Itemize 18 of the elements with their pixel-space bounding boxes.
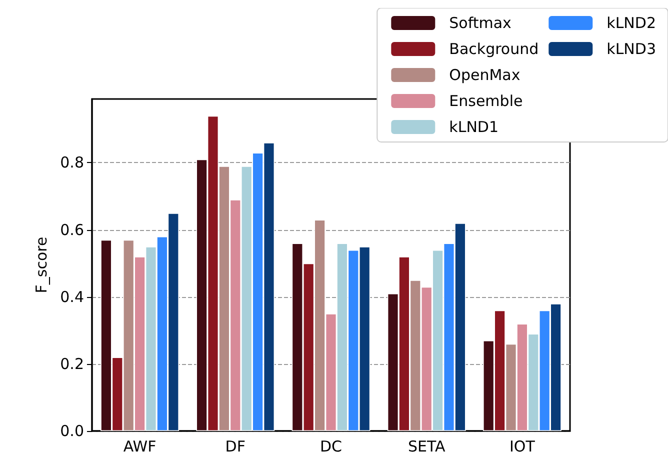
- legend-label: Background: [449, 40, 539, 58]
- legend-label: kLND1: [449, 118, 499, 136]
- y-tick-label: 0.2: [60, 354, 84, 373]
- legend-label: Ensemble: [449, 92, 523, 110]
- legend-label: Softmax: [449, 14, 512, 32]
- x-tick-label: IOT: [509, 438, 536, 456]
- x-tick-label: SETA: [408, 438, 446, 456]
- y-tick-label: 0.4: [60, 288, 84, 306]
- legend-label: kLND3: [606, 40, 656, 58]
- x-tick-label: DF: [225, 438, 246, 456]
- legend-label: OpenMax: [449, 66, 520, 84]
- y-axis-title: F_score: [32, 236, 51, 294]
- legend-label: kLND2: [606, 14, 656, 32]
- y-tick-label: 0.6: [60, 220, 84, 239]
- y-tick-label: 0.8: [60, 154, 84, 172]
- x-tick-label: AWF: [123, 438, 156, 456]
- x-tick-label: DC: [320, 438, 342, 456]
- y-tick-label: 0.0: [60, 422, 84, 440]
